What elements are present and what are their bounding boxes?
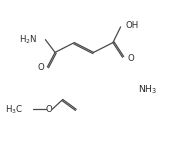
Text: H$_3$C: H$_3$C (5, 103, 23, 115)
Text: OH: OH (125, 21, 139, 30)
Text: NH$_3$: NH$_3$ (138, 83, 157, 96)
Text: H$_2$N: H$_2$N (19, 33, 38, 46)
Text: O: O (127, 54, 134, 63)
Text: O: O (38, 63, 44, 72)
Text: O: O (46, 105, 53, 114)
